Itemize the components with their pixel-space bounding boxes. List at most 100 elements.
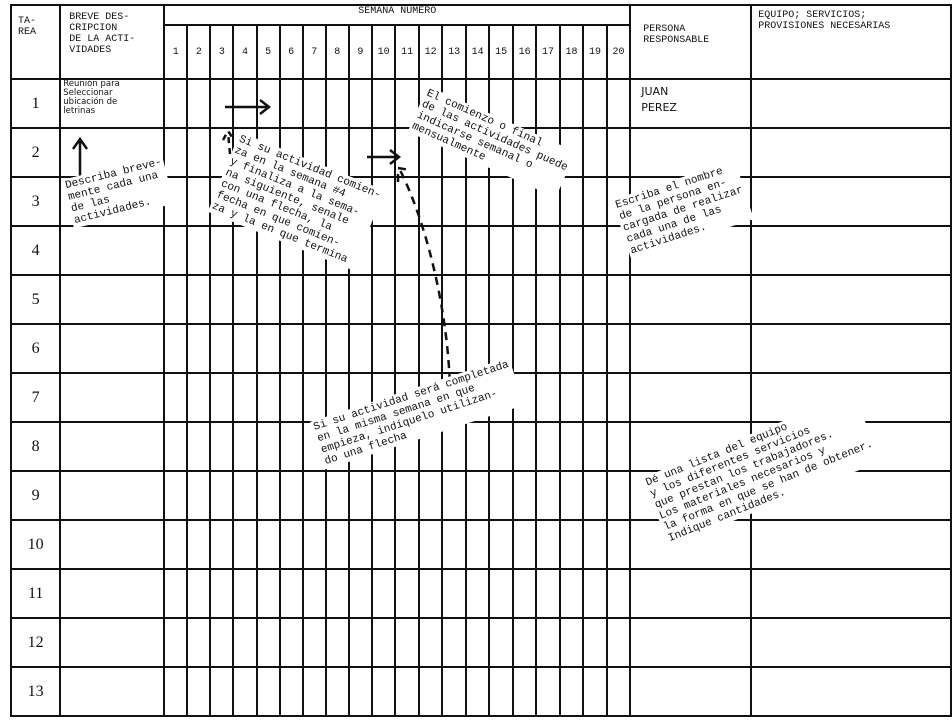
- week-cell[interactable]: [558, 176, 585, 227]
- week-cell[interactable]: [324, 617, 350, 668]
- week-cell[interactable]: [186, 274, 212, 325]
- week-cell[interactable]: [394, 176, 420, 227]
- equipo-cell[interactable]: [750, 78, 952, 129]
- week-cell[interactable]: [535, 274, 561, 325]
- week-cell[interactable]: [255, 78, 281, 129]
- week-cell[interactable]: [605, 666, 632, 717]
- persona-cell[interactable]: [629, 568, 753, 619]
- week-cell[interactable]: [163, 470, 189, 521]
- persona-cell[interactable]: [629, 372, 753, 423]
- week-cell[interactable]: [605, 568, 632, 619]
- week-cell[interactable]: [535, 78, 561, 129]
- week-cell[interactable]: [464, 470, 491, 521]
- descripcion-cell[interactable]: [59, 372, 166, 423]
- week-cell[interactable]: [582, 666, 608, 717]
- week-cell[interactable]: [605, 127, 632, 178]
- week-cell[interactable]: [278, 78, 304, 129]
- descripcion-cell[interactable]: [59, 274, 166, 325]
- week-cell[interactable]: [186, 78, 212, 129]
- week-cell[interactable]: [186, 666, 212, 717]
- week-cell[interactable]: [209, 617, 235, 668]
- week-cell[interactable]: [464, 421, 491, 472]
- week-cell[interactable]: [186, 225, 212, 276]
- week-cell[interactable]: [209, 666, 235, 717]
- week-cell[interactable]: [370, 470, 397, 521]
- week-cell[interactable]: [558, 372, 585, 423]
- week-cell[interactable]: [255, 372, 281, 423]
- week-cell[interactable]: [163, 421, 189, 472]
- descripcion-cell[interactable]: [59, 323, 166, 374]
- week-cell[interactable]: [558, 421, 585, 472]
- week-cell[interactable]: [605, 470, 632, 521]
- week-cell[interactable]: [163, 127, 189, 178]
- descripcion-cell[interactable]: [59, 568, 166, 619]
- week-cell[interactable]: [370, 666, 397, 717]
- week-cell[interactable]: [441, 225, 467, 276]
- week-cell[interactable]: [301, 617, 327, 668]
- week-cell[interactable]: [417, 274, 444, 325]
- equipo-cell[interactable]: [750, 127, 952, 178]
- week-cell[interactable]: [209, 78, 235, 129]
- week-cell[interactable]: [394, 617, 420, 668]
- week-cell[interactable]: [255, 519, 281, 570]
- week-cell[interactable]: [209, 421, 235, 472]
- week-cell[interactable]: [301, 666, 327, 717]
- week-cell[interactable]: [186, 617, 212, 668]
- week-cell[interactable]: [278, 323, 304, 374]
- week-cell[interactable]: [186, 470, 212, 521]
- week-cell[interactable]: [186, 519, 212, 570]
- week-cell[interactable]: [324, 470, 350, 521]
- week-cell[interactable]: [582, 372, 608, 423]
- week-cell[interactable]: [209, 225, 235, 276]
- week-cell[interactable]: [582, 470, 608, 521]
- week-cell[interactable]: [232, 470, 258, 521]
- week-cell[interactable]: [511, 666, 538, 717]
- persona-cell[interactable]: [629, 617, 753, 668]
- week-cell[interactable]: [558, 519, 585, 570]
- week-cell[interactable]: [324, 78, 350, 129]
- descripcion-cell[interactable]: Reunión para Seleccionar ubicación de le…: [59, 78, 166, 129]
- week-cell[interactable]: [186, 127, 212, 178]
- week-cell[interactable]: [394, 323, 420, 374]
- descripcion-cell[interactable]: [59, 617, 166, 668]
- week-cell[interactable]: [370, 78, 397, 129]
- week-cell[interactable]: [488, 421, 514, 472]
- week-cell[interactable]: [232, 421, 258, 472]
- week-cell[interactable]: [464, 225, 491, 276]
- week-cell[interactable]: [535, 225, 561, 276]
- week-cell[interactable]: [394, 470, 420, 521]
- week-cell[interactable]: [370, 225, 397, 276]
- week-cell[interactable]: [511, 225, 538, 276]
- week-cell[interactable]: [558, 470, 585, 521]
- equipo-cell[interactable]: [750, 176, 952, 227]
- week-cell[interactable]: [278, 617, 304, 668]
- week-cell[interactable]: [605, 274, 632, 325]
- week-cell[interactable]: [301, 372, 327, 423]
- week-cell[interactable]: [488, 274, 514, 325]
- week-cell[interactable]: [417, 323, 444, 374]
- week-cell[interactable]: [232, 519, 258, 570]
- week-cell[interactable]: [324, 519, 350, 570]
- week-cell[interactable]: [370, 127, 397, 178]
- week-cell[interactable]: [209, 323, 235, 374]
- week-cell[interactable]: [394, 568, 420, 619]
- week-cell[interactable]: [347, 127, 373, 178]
- week-cell[interactable]: [511, 323, 538, 374]
- week-cell[interactable]: [163, 372, 189, 423]
- week-cell[interactable]: [255, 274, 281, 325]
- week-cell[interactable]: [278, 519, 304, 570]
- week-cell[interactable]: [464, 617, 491, 668]
- week-cell[interactable]: [394, 225, 420, 276]
- week-cell[interactable]: [511, 568, 538, 619]
- week-cell[interactable]: [441, 323, 467, 374]
- week-cell[interactable]: [511, 274, 538, 325]
- week-cell[interactable]: [417, 666, 444, 717]
- week-cell[interactable]: [558, 617, 585, 668]
- week-cell[interactable]: [535, 666, 561, 717]
- week-cell[interactable]: [347, 617, 373, 668]
- week-cell[interactable]: [370, 519, 397, 570]
- week-cell[interactable]: [441, 470, 467, 521]
- week-cell[interactable]: [163, 519, 189, 570]
- week-cell[interactable]: [301, 323, 327, 374]
- week-cell[interactable]: [209, 519, 235, 570]
